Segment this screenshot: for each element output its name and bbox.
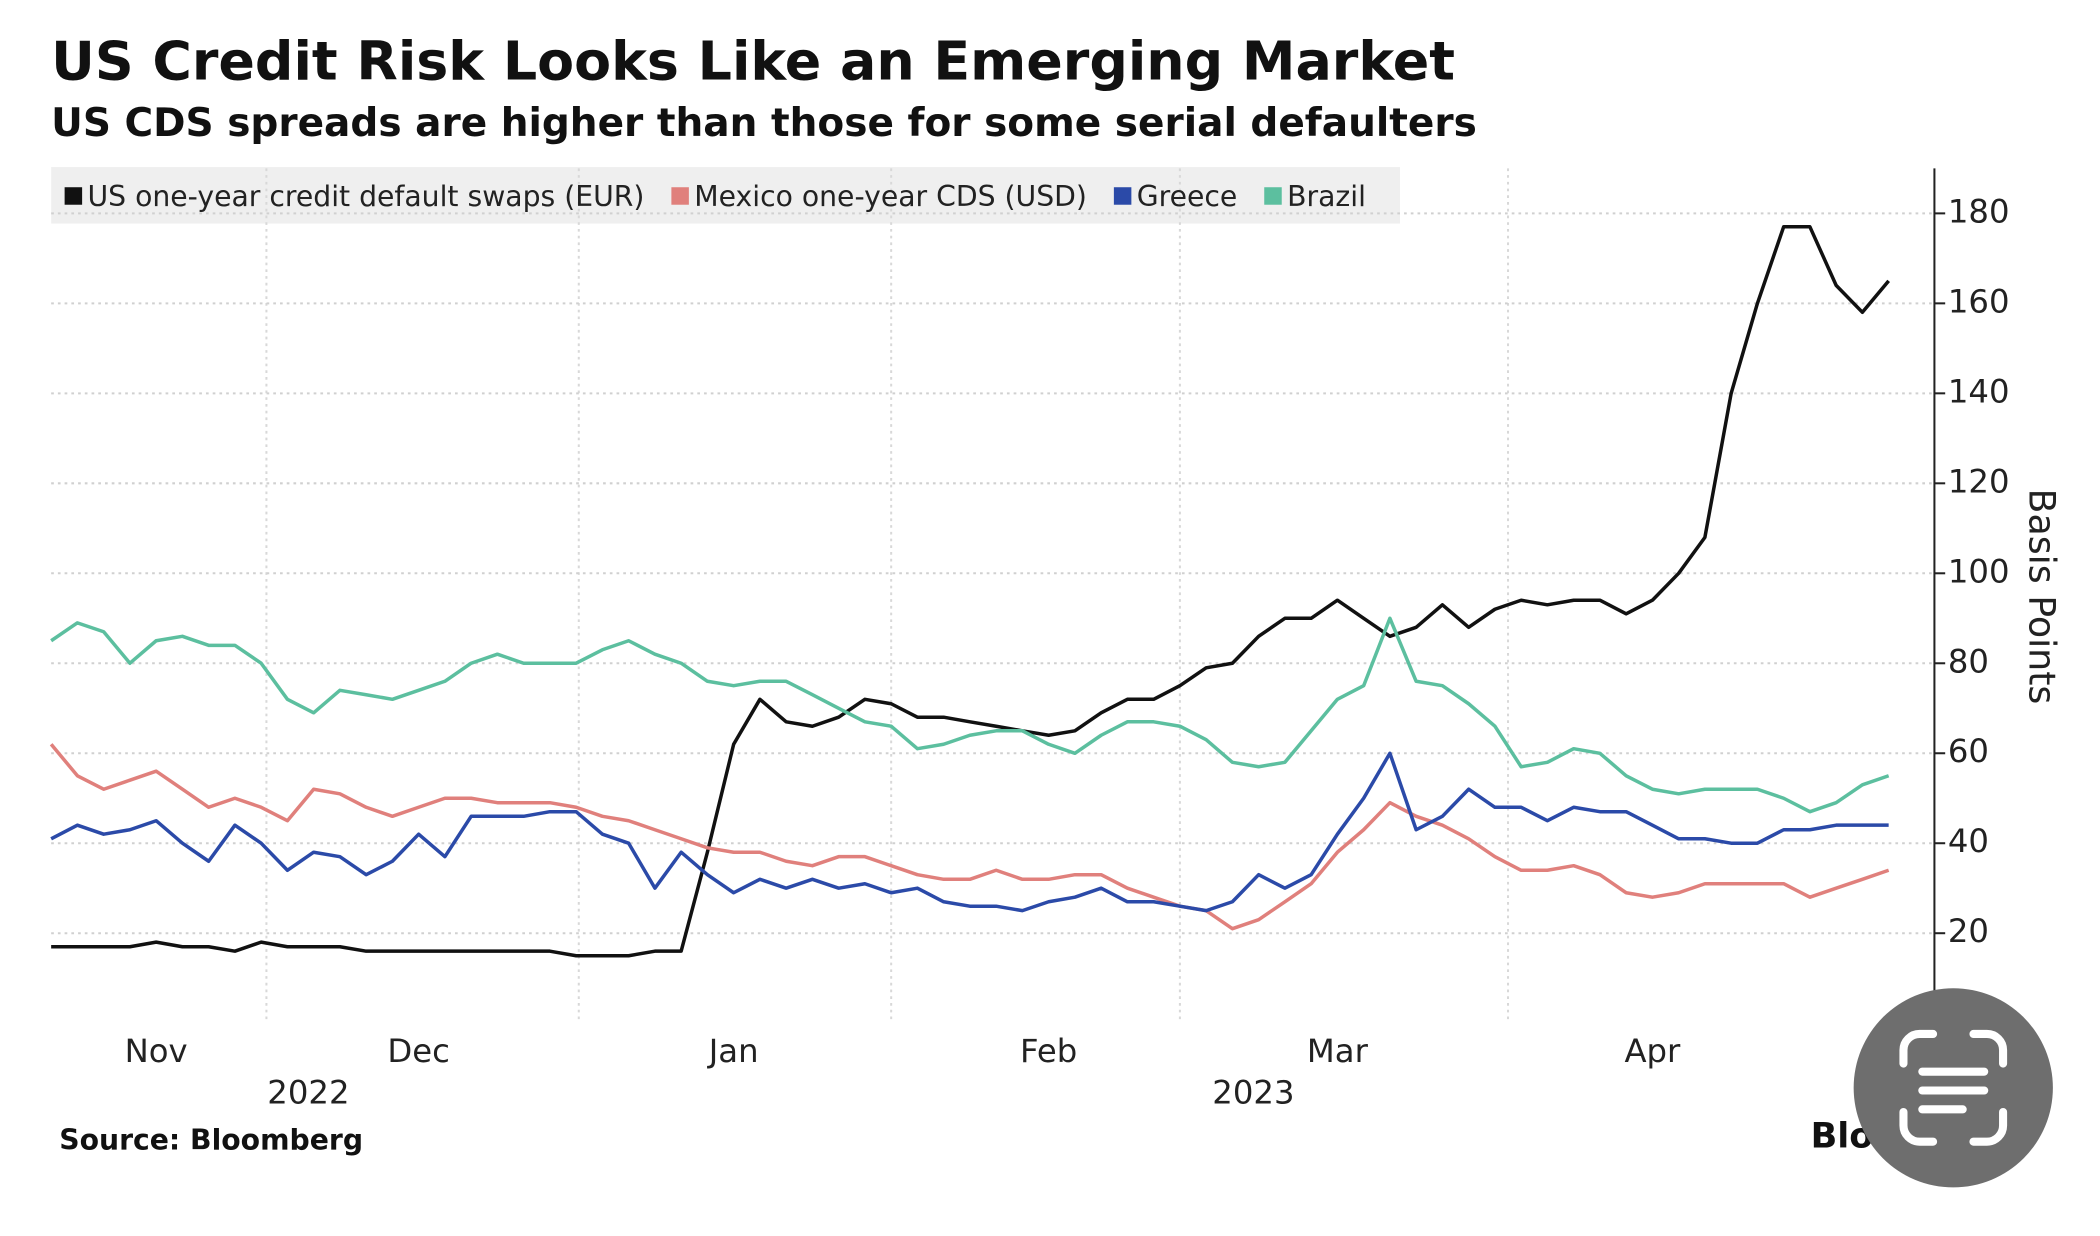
legend-label: Mexico one-year CDS (USD) — [694, 180, 1087, 213]
year-label: 2022 — [267, 1074, 349, 1112]
chart-title: US Credit Risk Looks Like an Emerging Ma… — [51, 29, 1455, 92]
x-tick-label: Nov — [125, 1032, 188, 1070]
scan-button[interactable] — [1853, 988, 2053, 1188]
y-tick-label: 160 — [1948, 282, 2010, 320]
x-tick-label: Mar — [1307, 1032, 1369, 1070]
y-axis-label: Basis Points — [2020, 489, 2063, 705]
corner — [1969, 1108, 2008, 1146]
y-tick-label: 120 — [1948, 462, 2010, 500]
y-tick-label: 60 — [1948, 732, 1989, 770]
corner — [1899, 1108, 1938, 1146]
y-tick-label: 100 — [1948, 552, 2010, 590]
legend-swatch — [64, 187, 83, 205]
x-tick-label: Jan — [707, 1032, 759, 1070]
y-tick-label: 20 — [1948, 912, 1989, 950]
corner — [1899, 1029, 1938, 1068]
source: Source: Bloomberg — [59, 1124, 363, 1157]
plot-area: 20 40 60 80 100 120 140 160 180 Basis Points Nov De… — [49, 168, 2063, 1112]
corner — [1969, 1029, 2008, 1068]
year-label: 2023 — [1212, 1074, 1294, 1112]
x-tick-label: Feb — [1020, 1032, 1077, 1070]
button-icon — [1899, 1029, 2008, 1146]
y-tick-label: 80 — [1948, 642, 1989, 680]
series-line — [50, 616, 1890, 814]
series-line — [49, 743, 1890, 931]
legend-swatch — [1113, 187, 1132, 205]
legend-label: Greece — [1137, 180, 1238, 213]
x-tick-label: Apr — [1624, 1032, 1681, 1070]
series-line — [50, 751, 1889, 913]
legend-label: Brazil — [1287, 180, 1366, 213]
legend-label: US one-year credit default swaps (EUR) — [88, 180, 645, 213]
legend-swatch — [671, 187, 689, 205]
y-tick-label: 180 — [1948, 192, 2010, 230]
text-lines — [1918, 1067, 1989, 1114]
chart-subtitle: US CDS spreads are higher than those for… — [51, 101, 1477, 146]
legend-swatch — [1264, 187, 1282, 205]
y-tick-label: 40 — [1948, 822, 1989, 860]
series-line — [51, 225, 1890, 958]
y-tick-label: 140 — [1948, 372, 2010, 410]
x-tick-label: Dec — [387, 1032, 450, 1070]
